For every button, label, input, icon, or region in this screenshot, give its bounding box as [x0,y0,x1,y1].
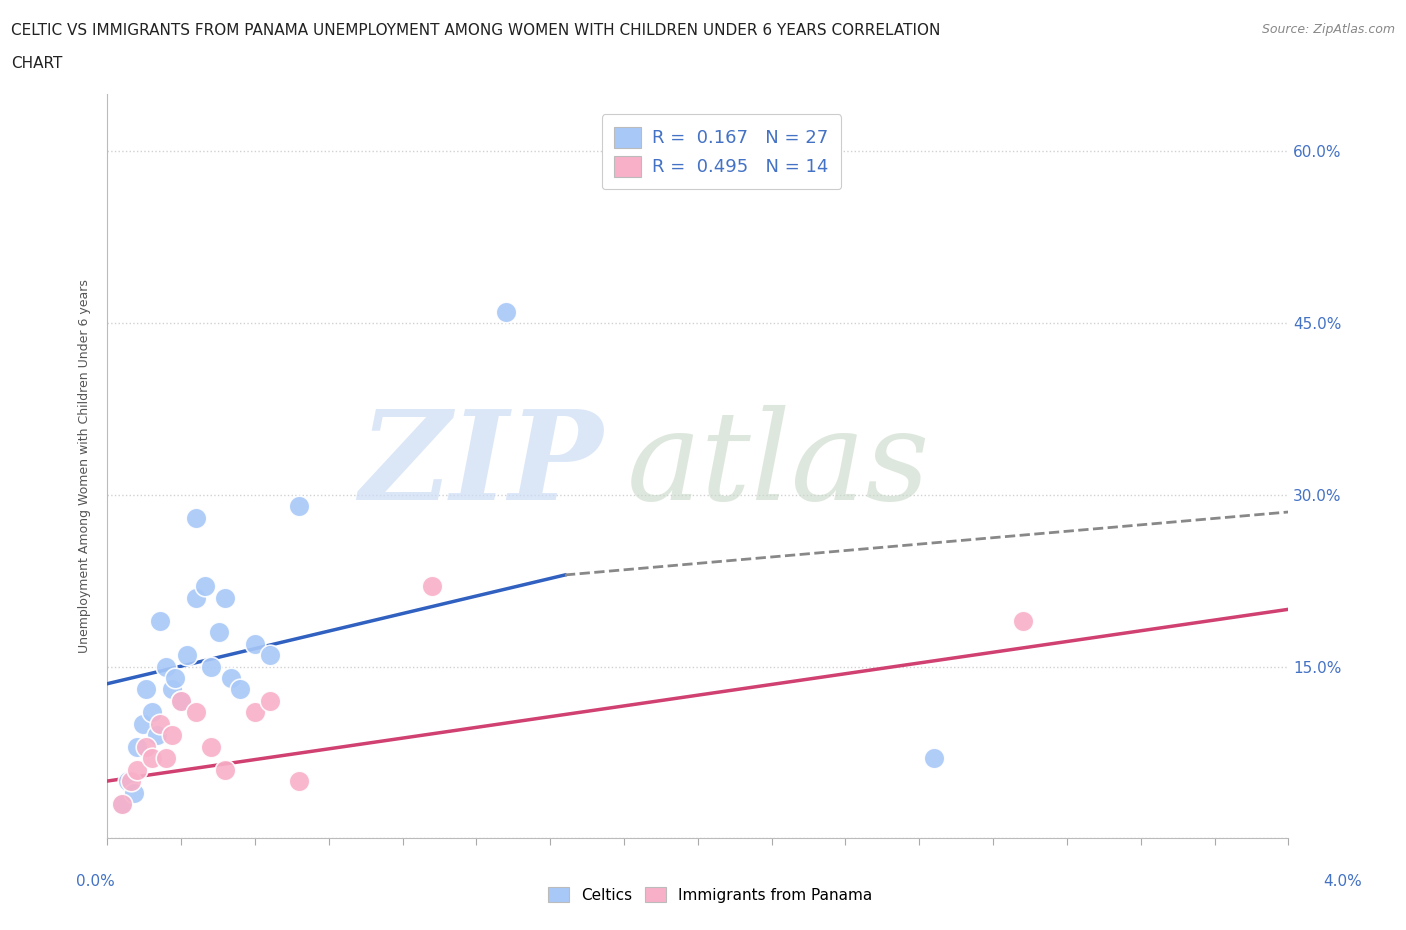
Point [184,705,207,720]
Point [208,625,231,640]
Point [176,647,198,662]
Point [120,774,142,789]
Text: atlas: atlas [627,405,931,527]
Point [117,774,139,789]
Point [200,739,222,754]
Point [243,705,266,720]
Point [146,728,169,743]
Text: CELTIC VS IMMIGRANTS FROM PANAMA UNEMPLOYMENT AMONG WOMEN WITH CHILDREN UNDER 6 : CELTIC VS IMMIGRANTS FROM PANAMA UNEMPLO… [11,23,941,38]
Y-axis label: Unemployment Among Women with Children Under 6 years: Unemployment Among Women with Children U… [79,279,91,653]
Point [149,613,172,628]
Point [214,763,236,777]
Legend: R =  0.167   N = 27, R =  0.495   N = 14: R = 0.167 N = 27, R = 0.495 N = 14 [602,114,841,190]
Point [229,682,252,697]
Point [160,682,183,697]
Text: CHART: CHART [11,56,63,71]
Point [155,659,177,674]
Legend: Celtics, Immigrants from Panama: Celtics, Immigrants from Panama [540,879,880,910]
Point [160,728,183,743]
Point [194,579,217,594]
Point [141,751,163,765]
Point [259,694,281,709]
Point [219,671,242,685]
Point [495,304,517,319]
Point [170,694,193,709]
Point [288,774,311,789]
Point [1011,613,1033,628]
Point [131,716,153,731]
Text: 0.0%: 0.0% [76,874,115,889]
Point [259,647,281,662]
Point [200,659,222,674]
Point [125,739,148,754]
Point [165,671,187,685]
Point [149,716,172,731]
Point [922,751,945,765]
Point [122,785,145,800]
Text: Source: ZipAtlas.com: Source: ZipAtlas.com [1261,23,1395,36]
Point [184,511,207,525]
Text: 4.0%: 4.0% [1323,874,1362,889]
Point [170,694,193,709]
Point [135,739,157,754]
Point [155,751,177,765]
Point [243,636,266,651]
Point [111,796,134,811]
Point [420,579,443,594]
Point [141,705,163,720]
Point [135,682,157,697]
Point [184,591,207,605]
Point [125,763,148,777]
Text: ZIP: ZIP [360,405,603,527]
Point [111,796,134,811]
Point [214,591,236,605]
Point [288,498,311,513]
